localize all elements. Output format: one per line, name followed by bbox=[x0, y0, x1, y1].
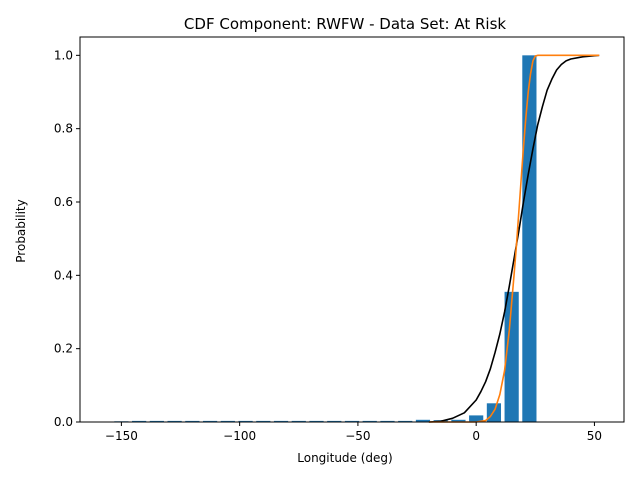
x-tick-label: −50 bbox=[345, 429, 370, 443]
y-tick-label: 0.4 bbox=[54, 268, 73, 282]
x-tick-label: −150 bbox=[105, 429, 138, 443]
y-tick-label: 1.0 bbox=[54, 48, 73, 62]
y-tick-label: 0.8 bbox=[54, 122, 73, 136]
bar bbox=[487, 403, 501, 422]
y-tick-label: 0.6 bbox=[54, 195, 73, 209]
y-tick-label: 0.2 bbox=[54, 342, 73, 356]
x-axis-label: Longitude (deg) bbox=[297, 451, 392, 465]
y-tick-label: 0.0 bbox=[54, 415, 73, 429]
x-tick-label: 50 bbox=[587, 429, 602, 443]
x-tick-label: 0 bbox=[472, 429, 480, 443]
bar bbox=[522, 55, 536, 422]
chart-title: CDF Component: RWFW - Data Set: At Risk bbox=[184, 15, 506, 33]
y-axis-label: Probability bbox=[14, 199, 28, 262]
x-tick-label: −100 bbox=[223, 429, 256, 443]
